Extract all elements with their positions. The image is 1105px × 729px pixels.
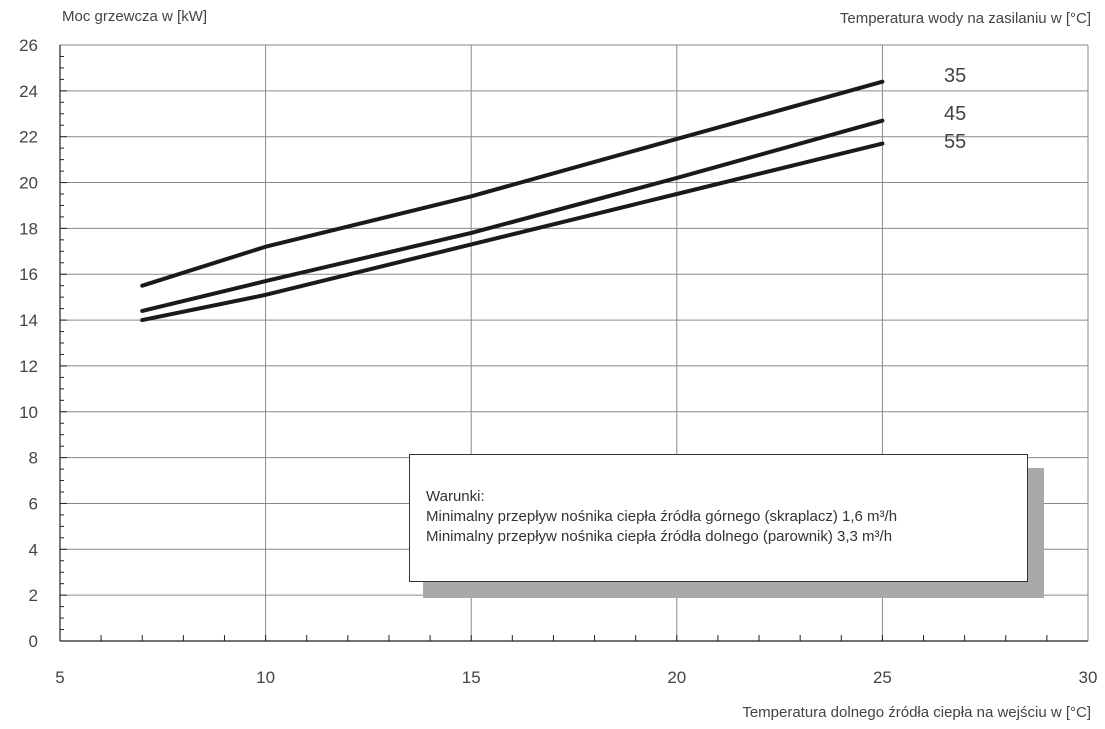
y-tick-label: 24 <box>19 82 38 101</box>
note-line-1: Minimalny przepływ nośnika ciepła źródła… <box>426 508 898 525</box>
y-tick-label: 12 <box>19 357 38 376</box>
y-tick-label: 4 <box>29 540 38 559</box>
legend-title: Temperatura wody na zasilaniu w [°C] <box>839 10 1091 27</box>
y-tick-label: 8 <box>29 449 38 468</box>
series-labels: 35 45 55 <box>944 65 966 153</box>
y-tick-label: 2 <box>29 586 38 605</box>
note-line-2: Minimalny przepływ nośnika ciepła źródła… <box>426 528 893 545</box>
y-tick-label: 18 <box>19 219 38 238</box>
note-title: Warunki: <box>426 488 485 505</box>
x-tick-label: 20 <box>667 668 686 687</box>
x-tick-label: 30 <box>1079 668 1098 687</box>
x-tick-label: 25 <box>873 668 892 687</box>
series-line-35 <box>140 79 885 288</box>
y-tick-label: 14 <box>19 311 38 330</box>
y-tick-label: 26 <box>19 36 38 55</box>
y-axis-label: Moc grzewcza w [kW] <box>62 8 208 25</box>
x-tick-label: 15 <box>462 668 481 687</box>
series-label-35: 35 <box>944 65 966 87</box>
y-tick-label: 22 <box>19 128 38 147</box>
y-tick-label: 0 <box>29 632 38 651</box>
y-tick-label: 20 <box>19 174 38 193</box>
x-axis-label: Temperatura dolnego źródła ciepła na wej… <box>742 704 1091 721</box>
grid <box>59 44 1089 642</box>
series-lines <box>140 79 885 323</box>
series-line-45 <box>140 118 885 313</box>
series-label-45: 45 <box>944 103 966 125</box>
conditions-note: Warunki: Minimalny przepływ nośnika ciep… <box>409 454 1028 582</box>
y-tick-label: 10 <box>19 403 38 422</box>
series-label-55: 55 <box>944 131 966 153</box>
x-tick-label: 5 <box>55 668 64 687</box>
y-tick-label: 16 <box>19 265 38 284</box>
series-line-55 <box>140 141 885 323</box>
y-tick-label: 6 <box>29 494 38 513</box>
x-tick-label: 10 <box>256 668 275 687</box>
